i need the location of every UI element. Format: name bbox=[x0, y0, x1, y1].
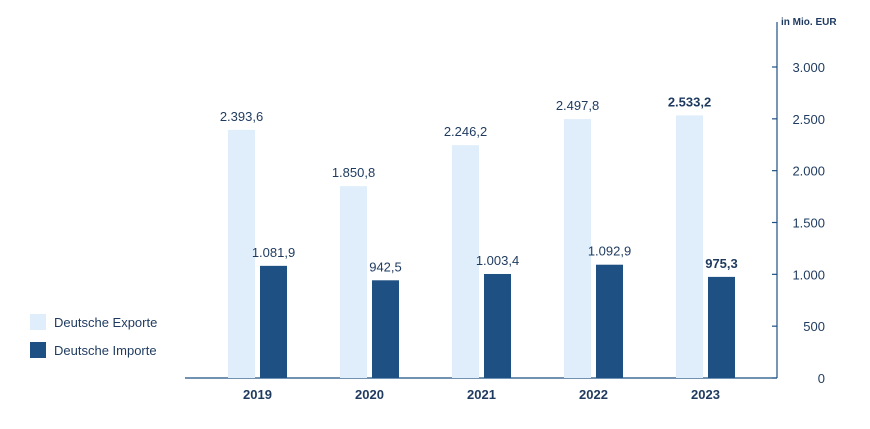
y-tick-label: 0 bbox=[818, 371, 825, 386]
x-tick-label: 2021 bbox=[467, 387, 496, 402]
bar-imports bbox=[596, 264, 623, 378]
x-tick-label: 2020 bbox=[355, 387, 384, 402]
y-tick-label: 1.000 bbox=[792, 267, 825, 282]
y-tick-label: 1.500 bbox=[792, 216, 825, 231]
y-tick-label: 500 bbox=[803, 319, 825, 334]
y-tick-label: 2.000 bbox=[792, 164, 825, 179]
bar-imports bbox=[372, 280, 399, 378]
y-tick-label: 2.500 bbox=[792, 112, 825, 127]
data-label-imports: 1.003,4 bbox=[476, 253, 519, 268]
x-tick-label: 2022 bbox=[579, 387, 608, 402]
legend-label-imports: Deutsche Importe bbox=[54, 342, 157, 358]
x-tick-label: 2019 bbox=[243, 387, 272, 402]
legend-swatch-exports bbox=[30, 314, 46, 330]
bar-exports bbox=[452, 145, 479, 378]
y-tick-label: 3.000 bbox=[792, 60, 825, 75]
data-label-exports: 2.393,6 bbox=[220, 109, 263, 124]
bar-imports bbox=[708, 276, 735, 378]
bar-imports bbox=[260, 265, 287, 378]
bar-exports bbox=[676, 115, 703, 378]
data-label-imports: 975,3 bbox=[705, 256, 738, 271]
bar-imports bbox=[484, 273, 511, 378]
bar-exports bbox=[228, 129, 255, 378]
data-label-exports: 2.246,2 bbox=[444, 124, 487, 139]
data-label-imports: 1.092,9 bbox=[588, 244, 631, 259]
legend-item-imports: Deutsche Importe bbox=[30, 342, 157, 358]
data-label-exports: 2.497,8 bbox=[556, 98, 599, 113]
bar-exports bbox=[564, 119, 591, 378]
data-label-exports: 1.850,8 bbox=[332, 165, 375, 180]
legend-swatch-imports bbox=[30, 342, 46, 358]
bar-exports bbox=[340, 186, 367, 378]
legend-item-exports: Deutsche Exporte bbox=[30, 314, 157, 330]
data-label-imports: 1.081,9 bbox=[252, 245, 295, 260]
legend-label-exports: Deutsche Exporte bbox=[54, 314, 158, 330]
x-tick-label: 2023 bbox=[691, 387, 720, 402]
data-label-imports: 942,5 bbox=[369, 259, 402, 274]
unit-label: in Mio. EUR bbox=[781, 17, 837, 28]
data-label-exports: 2.533,2 bbox=[668, 94, 711, 109]
